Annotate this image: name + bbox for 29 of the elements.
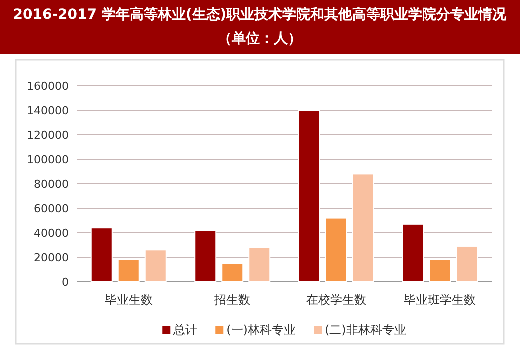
y-tick-label: 120000 [27, 129, 69, 142]
bar [144, 250, 167, 282]
y-tick-label: 160000 [27, 80, 69, 93]
bar [402, 224, 424, 282]
bar [456, 246, 478, 282]
bar [248, 247, 271, 282]
x-tick-label: 毕业生数 [104, 293, 153, 307]
y-tick-label: 40000 [34, 227, 69, 240]
bar [352, 174, 374, 282]
y-tick-label: 100000 [27, 154, 69, 166]
bar [90, 228, 113, 282]
y-tick-label: 60000 [34, 202, 69, 216]
y-tick-label: 0 [62, 276, 69, 289]
legend-label: (二)非林科专业 [325, 323, 406, 337]
x-tick-label: 在校学生数 [306, 293, 366, 307]
legend-label: 总计 [172, 323, 198, 337]
legend-label: (一)林科专业 [226, 323, 296, 337]
bar [118, 259, 140, 282]
bar [222, 263, 244, 282]
bar [325, 218, 348, 282]
chart-title: 2016-2017 学年高等林业(生态)职业技术学院和其他高等职业学院分专业情况（单位：人） [0, 0, 520, 54]
bar [194, 230, 217, 282]
y-tick-label: 20000 [34, 252, 69, 264]
x-tick-label: 招生数 [214, 293, 251, 307]
y-tick-label: 140000 [27, 104, 69, 118]
y-tick-label: 80000 [34, 178, 69, 191]
x-tick-label: 毕业班学生数 [404, 293, 476, 307]
bar [298, 110, 320, 282]
bar [429, 259, 452, 282]
